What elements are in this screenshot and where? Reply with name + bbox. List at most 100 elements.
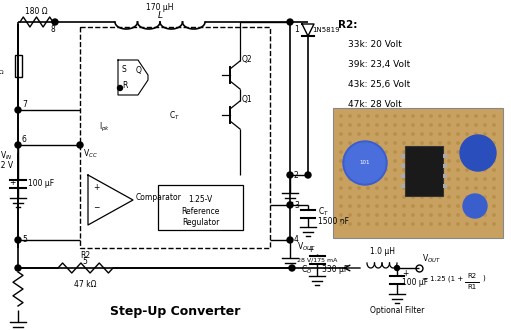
Circle shape xyxy=(349,214,351,216)
Text: R: R xyxy=(122,81,127,89)
Circle shape xyxy=(457,223,459,225)
Circle shape xyxy=(358,187,360,189)
Text: 1.0 μH: 1.0 μH xyxy=(369,247,394,256)
Circle shape xyxy=(394,169,396,171)
Circle shape xyxy=(466,214,468,216)
Circle shape xyxy=(430,178,432,180)
Circle shape xyxy=(448,169,450,171)
Circle shape xyxy=(412,187,414,189)
Circle shape xyxy=(430,151,432,153)
Circle shape xyxy=(394,151,396,153)
Circle shape xyxy=(484,223,486,225)
Circle shape xyxy=(403,223,405,225)
Circle shape xyxy=(448,223,450,225)
Circle shape xyxy=(118,85,123,90)
Text: 12 V: 12 V xyxy=(0,161,13,170)
Circle shape xyxy=(466,205,468,207)
Circle shape xyxy=(358,124,360,126)
Circle shape xyxy=(448,124,450,126)
Circle shape xyxy=(394,214,396,216)
Circle shape xyxy=(358,115,360,117)
Circle shape xyxy=(457,124,459,126)
Circle shape xyxy=(403,196,405,198)
Circle shape xyxy=(475,142,477,144)
Circle shape xyxy=(340,160,342,162)
Circle shape xyxy=(358,205,360,207)
Circle shape xyxy=(385,160,387,162)
Circle shape xyxy=(394,133,396,135)
Circle shape xyxy=(394,115,396,117)
Circle shape xyxy=(376,196,378,198)
Text: V$_{CC}$: V$_{CC}$ xyxy=(83,147,98,159)
Circle shape xyxy=(412,115,414,117)
Circle shape xyxy=(358,223,360,225)
Circle shape xyxy=(439,133,441,135)
Circle shape xyxy=(493,133,495,135)
Text: 0.22 Ω: 0.22 Ω xyxy=(0,71,3,76)
Circle shape xyxy=(448,142,450,144)
FancyBboxPatch shape xyxy=(405,146,443,196)
Circle shape xyxy=(448,151,450,153)
Circle shape xyxy=(15,142,21,148)
Circle shape xyxy=(493,160,495,162)
Circle shape xyxy=(475,124,477,126)
Circle shape xyxy=(457,160,459,162)
Circle shape xyxy=(466,124,468,126)
Circle shape xyxy=(385,142,387,144)
Circle shape xyxy=(457,187,459,189)
Circle shape xyxy=(412,124,414,126)
Circle shape xyxy=(457,205,459,207)
Circle shape xyxy=(394,142,396,144)
Text: 5: 5 xyxy=(82,257,87,266)
Circle shape xyxy=(493,223,495,225)
Circle shape xyxy=(358,196,360,198)
Circle shape xyxy=(394,160,396,162)
Circle shape xyxy=(412,133,414,135)
Circle shape xyxy=(493,214,495,216)
Text: Regulator: Regulator xyxy=(182,218,219,227)
Circle shape xyxy=(340,151,342,153)
Circle shape xyxy=(340,178,342,180)
Circle shape xyxy=(349,115,351,117)
Circle shape xyxy=(448,178,450,180)
Circle shape xyxy=(305,172,311,178)
Text: I$_{pk}$: I$_{pk}$ xyxy=(100,121,110,135)
FancyBboxPatch shape xyxy=(158,185,243,230)
Circle shape xyxy=(493,124,495,126)
Circle shape xyxy=(448,187,450,189)
Circle shape xyxy=(430,169,432,171)
Circle shape xyxy=(484,196,486,198)
Text: 8: 8 xyxy=(51,25,55,34)
Circle shape xyxy=(421,160,423,162)
Circle shape xyxy=(367,124,369,126)
Circle shape xyxy=(394,223,396,225)
Text: Q2: Q2 xyxy=(242,55,252,64)
Circle shape xyxy=(340,169,342,171)
Text: ): ) xyxy=(482,275,485,281)
FancyBboxPatch shape xyxy=(401,164,405,168)
Circle shape xyxy=(403,160,405,162)
Circle shape xyxy=(430,205,432,207)
Circle shape xyxy=(463,194,487,218)
Circle shape xyxy=(439,178,441,180)
Circle shape xyxy=(394,124,396,126)
Circle shape xyxy=(52,19,58,25)
Circle shape xyxy=(412,223,414,225)
Circle shape xyxy=(430,142,432,144)
Circle shape xyxy=(448,214,450,216)
Circle shape xyxy=(448,205,450,207)
Text: +: + xyxy=(402,269,408,278)
Circle shape xyxy=(412,196,414,198)
Circle shape xyxy=(439,115,441,117)
Circle shape xyxy=(466,133,468,135)
Text: +: + xyxy=(10,178,16,187)
Text: V$_{IN}$: V$_{IN}$ xyxy=(0,150,13,162)
Text: 43k: 25,6 Volt: 43k: 25,6 Volt xyxy=(348,80,410,89)
Circle shape xyxy=(457,178,459,180)
Circle shape xyxy=(343,141,387,185)
Circle shape xyxy=(484,178,486,180)
Circle shape xyxy=(430,124,432,126)
Circle shape xyxy=(376,223,378,225)
Circle shape xyxy=(493,142,495,144)
Circle shape xyxy=(466,142,468,144)
